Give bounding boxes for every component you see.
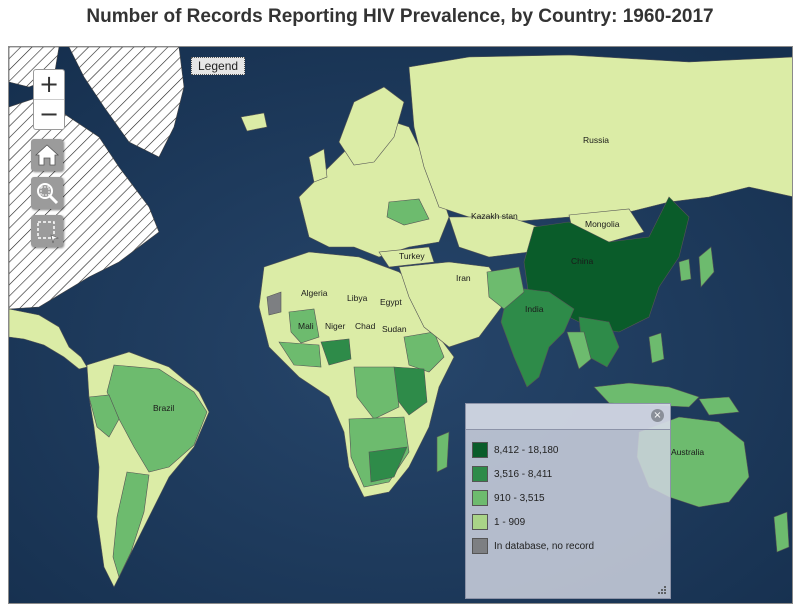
home-button[interactable] <box>31 139 63 171</box>
india <box>500 286 575 388</box>
legend-swatch <box>472 490 488 506</box>
legend-swatch <box>472 442 488 458</box>
label-sudan: Sudan <box>382 324 407 334</box>
legend-swatch <box>472 514 488 530</box>
label-kazakhstan: Kazakh stan <box>471 211 518 221</box>
map-canvas[interactable]: Russia Kazakh stan Mongolia China Turkey… <box>8 46 793 604</box>
zoom-control: + − <box>33 69 65 130</box>
legend-swatch <box>472 538 488 554</box>
legend-item: 910 - 3,515 <box>472 486 670 510</box>
peru <box>88 394 120 438</box>
label-chad: Chad <box>355 321 376 331</box>
greenland <box>68 47 185 158</box>
legend-label: 1 - 909 <box>494 516 526 528</box>
west-sahara <box>266 291 282 316</box>
legend-item: 1 - 909 <box>472 510 670 534</box>
south-africa <box>368 446 408 483</box>
box-select-button[interactable] <box>31 215 63 247</box>
philippines <box>648 332 665 364</box>
madagascar <box>436 431 450 473</box>
legend-item: 3,516 - 8,411 <box>472 462 670 486</box>
label-mongolia: Mongolia <box>585 219 620 229</box>
box-select-icon <box>37 221 59 244</box>
papua-new-guinea <box>698 396 740 416</box>
legend-button[interactable]: Legend <box>191 57 246 75</box>
map-title: Number of Records Reporting HIV Prevalen… <box>86 6 714 27</box>
ethiopia <box>403 331 445 373</box>
legend-item: 8,412 - 18,180 <box>472 438 670 462</box>
label-india: India <box>525 304 544 314</box>
home-icon <box>34 144 60 166</box>
legend-label: 3,516 - 8,411 <box>494 468 553 480</box>
resize-grip-icon[interactable] <box>657 585 667 595</box>
pakistan <box>486 266 525 310</box>
turkey <box>378 246 435 268</box>
label-algeria: Algeria <box>301 288 328 298</box>
close-icon[interactable]: × <box>651 409 664 422</box>
legend-label: In database, no record <box>494 540 595 552</box>
zoom-out-button[interactable]: − <box>34 99 64 129</box>
label-egypt: Egypt <box>380 297 402 307</box>
legend-label: 8,412 - 18,180 <box>494 444 559 456</box>
legend-label: 910 - 3,515 <box>494 492 545 504</box>
label-libya: Libya <box>347 293 368 303</box>
label-niger: Niger <box>325 321 345 331</box>
label-russia: Russia <box>583 135 609 145</box>
uk <box>308 148 328 183</box>
zoom-in-button[interactable]: + <box>34 70 64 99</box>
central-africa <box>353 366 400 420</box>
label-australia: Australia <box>671 447 704 457</box>
plus-icon: + <box>38 70 60 98</box>
label-turkey: Turkey <box>399 251 425 261</box>
minus-icon: − <box>38 100 60 128</box>
japan <box>698 246 715 288</box>
mali <box>288 308 320 344</box>
middle-east <box>398 261 510 348</box>
legend-header: × <box>466 404 670 430</box>
argentina <box>112 471 150 578</box>
legend-list: 8,412 - 18,180 3,516 - 8,411 910 - 3,515… <box>466 430 670 558</box>
indochina <box>566 331 592 370</box>
legend-swatch <box>472 466 488 482</box>
label-brazil: Brazil <box>153 403 174 413</box>
label-mali: Mali <box>298 321 314 331</box>
central-america <box>9 308 88 370</box>
world-map[interactable]: Russia Kazakh stan Mongolia China Turkey… <box>9 47 793 604</box>
label-iran: Iran <box>456 273 471 283</box>
ukraine <box>386 198 430 226</box>
label-china: China <box>571 256 593 266</box>
new-zealand <box>773 511 790 553</box>
zoom-extent-icon <box>37 183 59 205</box>
korea <box>678 258 692 282</box>
legend-item: In database, no record <box>472 534 670 558</box>
scandinavia <box>338 86 405 166</box>
west-africa-coast <box>278 341 322 368</box>
nigeria <box>320 338 352 366</box>
legend-panel: × 8,412 - 18,180 3,516 - 8,411 910 - 3,5… <box>465 403 671 599</box>
iceland <box>240 112 268 132</box>
zoom-extent-button[interactable] <box>31 177 63 209</box>
